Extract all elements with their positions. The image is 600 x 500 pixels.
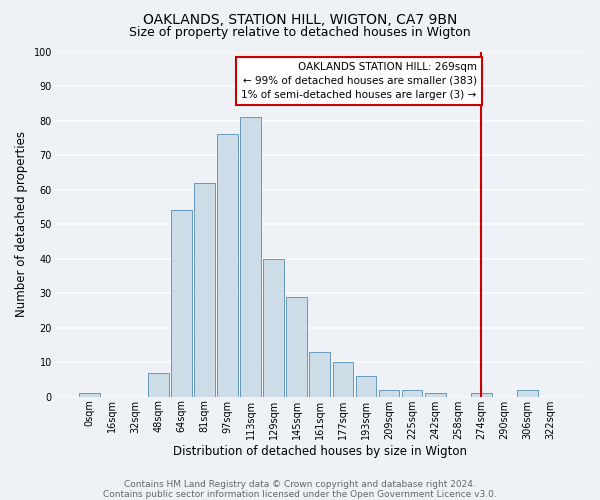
Bar [356,376,376,396]
Bar [425,393,446,396]
Text: OAKLANDS, STATION HILL, WIGTON, CA7 9BN: OAKLANDS, STATION HILL, WIGTON, CA7 9BN [143,12,457,26]
Bar [79,393,100,396]
Bar [402,390,422,396]
Bar [263,258,284,396]
Bar [517,390,538,396]
Bar [379,390,400,396]
Bar [332,362,353,396]
Bar [194,182,215,396]
Bar [217,134,238,396]
Text: Contains HM Land Registry data © Crown copyright and database right 2024.
Contai: Contains HM Land Registry data © Crown c… [103,480,497,499]
Bar [286,296,307,396]
Bar [171,210,192,396]
Text: OAKLANDS STATION HILL: 269sqm
← 99% of detached houses are smaller (383)
1% of s: OAKLANDS STATION HILL: 269sqm ← 99% of d… [241,62,477,100]
Y-axis label: Number of detached properties: Number of detached properties [15,131,28,317]
Bar [240,117,261,396]
Text: Size of property relative to detached houses in Wigton: Size of property relative to detached ho… [129,26,471,39]
Bar [148,372,169,396]
X-axis label: Distribution of detached houses by size in Wigton: Distribution of detached houses by size … [173,444,467,458]
Bar [471,393,491,396]
Bar [310,352,330,397]
